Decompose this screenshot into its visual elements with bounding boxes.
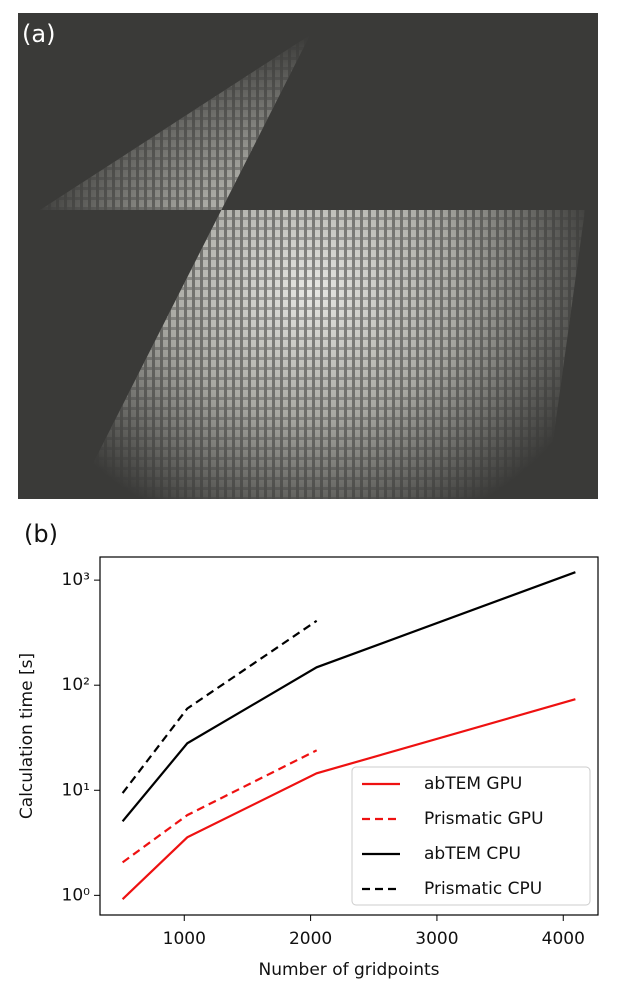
x-tick-label: 4000: [542, 929, 585, 949]
diffraction-image: [18, 13, 598, 499]
legend-label: Prismatic GPU: [424, 809, 544, 829]
y-axis-label: Calculation time [s]: [17, 653, 37, 819]
series-line: [121, 571, 576, 822]
y-tick-label: 10³: [62, 570, 90, 590]
series-line: [121, 749, 318, 864]
legend-label: abTEM GPU: [424, 774, 522, 794]
series-line: [121, 698, 576, 900]
y-tick-label: 10⁰: [62, 885, 91, 905]
legend-label: Prismatic CPU: [424, 879, 542, 899]
panel-label: (a): [22, 20, 55, 48]
legend-label: abTEM CPU: [424, 844, 521, 864]
y-tick-label: 10¹: [62, 780, 90, 800]
series-line: [121, 619, 318, 794]
x-tick-label: 1000: [163, 929, 206, 949]
panel-label: (b): [24, 520, 58, 548]
y-tick-label: 10²: [62, 675, 90, 695]
x-axis-label: Number of gridpoints: [259, 960, 440, 980]
legend-box: [351, 766, 591, 906]
x-tick-label: 2000: [289, 929, 332, 949]
plot-frame: [99, 556, 599, 916]
x-tick-label: 3000: [415, 929, 458, 949]
